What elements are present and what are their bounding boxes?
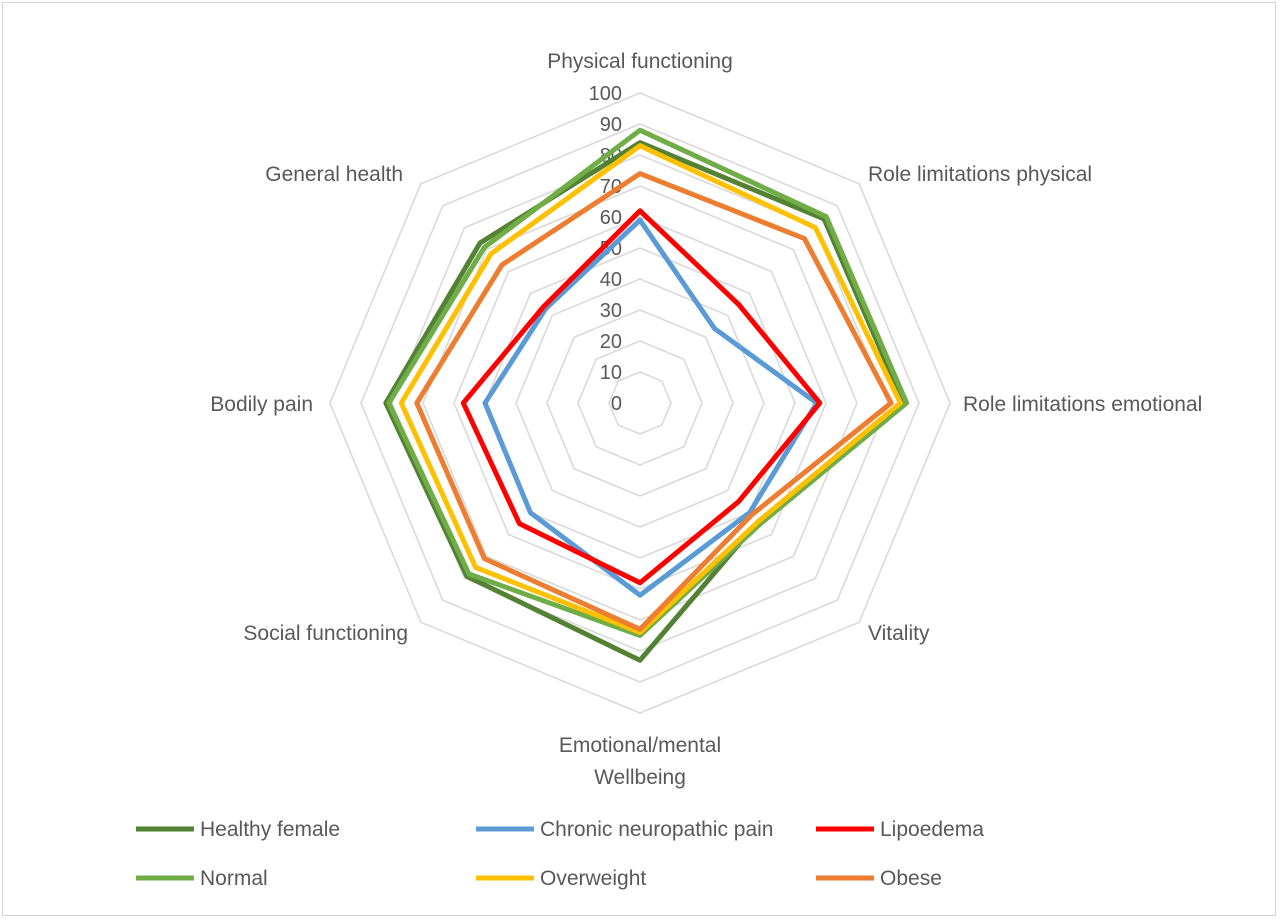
tick-label: 90: [600, 114, 622, 136]
axis-label: Vitality: [868, 622, 930, 645]
grid-ring-50: [484, 247, 796, 559]
series-chronic-neuropathic-pain: [482, 217, 820, 598]
legend-item: Lipoedema: [816, 818, 984, 841]
grid-ring-60: [453, 216, 827, 590]
grid-ring-20: [577, 340, 703, 466]
axis-label: Bodily pain: [210, 393, 313, 416]
tick-label: 0: [611, 393, 622, 415]
grid-ring-10: [608, 371, 672, 435]
axis-label: Physical functioning: [547, 50, 733, 73]
series-layer: [383, 127, 910, 663]
axis-label: Role limitations emotional: [963, 393, 1202, 416]
axis-label: Social functioning: [243, 622, 408, 645]
grid-ring-70: [422, 185, 858, 621]
tick-label: 30: [600, 300, 622, 322]
grid-ring-100: [329, 92, 951, 714]
tick-label: 60: [600, 207, 622, 229]
grid-ring-40: [515, 278, 765, 528]
legend-item: Obese: [816, 867, 942, 890]
axis-label: Emotional/mental: [559, 734, 721, 757]
tick-label: 20: [600, 331, 622, 353]
legend-item: Overweight: [476, 867, 646, 890]
legend-item: Normal: [136, 867, 268, 890]
tick-label: 40: [600, 269, 622, 291]
axis-label: Role limitations physical: [868, 163, 1092, 186]
tick-label: 100: [589, 83, 622, 105]
axis-label: General health: [265, 163, 403, 186]
grid-ring-80: [391, 154, 889, 652]
axis-labels: Physical functioning Role limitations phy…: [210, 50, 1202, 789]
legend-label: Chronic neuropathic pain: [540, 818, 773, 841]
axis-label: Wellbeing: [594, 766, 686, 789]
tick-label: 10: [600, 362, 622, 384]
grid-ring-30: [546, 309, 734, 497]
legend-label: Obese: [880, 867, 942, 890]
series-obese: [414, 171, 894, 632]
legend: Healthy female Chronic neuropathic pain Li…: [136, 818, 984, 890]
legend-label: Healthy female: [200, 818, 340, 841]
legend-item: Chronic neuropathic pain: [476, 818, 773, 841]
legend-label: Overweight: [540, 867, 646, 890]
legend-item: Healthy female: [136, 818, 340, 841]
legend-label: Lipoedema: [880, 818, 984, 841]
series-healthy-female: [383, 140, 906, 663]
series-normal: [386, 127, 910, 638]
grid-layer: [329, 92, 951, 714]
legend-label: Normal: [200, 867, 268, 890]
tick-label: 70: [600, 176, 622, 198]
series-lipoedema: [460, 208, 823, 586]
grid-ring-90: [360, 123, 920, 683]
series-overweight: [398, 143, 903, 635]
